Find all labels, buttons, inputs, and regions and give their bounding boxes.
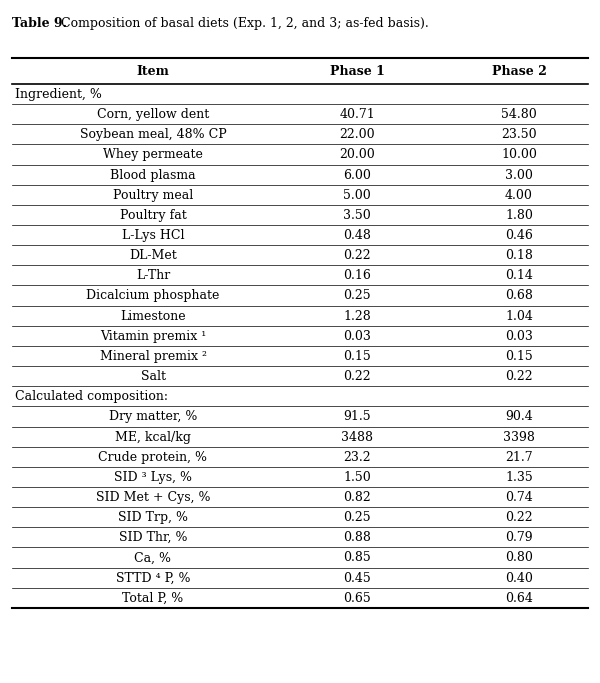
Text: 0.03: 0.03 (343, 330, 371, 343)
Text: 0.85: 0.85 (343, 551, 371, 564)
Text: Poultry fat: Poultry fat (119, 209, 187, 222)
Text: 1.35: 1.35 (505, 471, 533, 484)
Text: Poultry meal: Poultry meal (113, 189, 193, 201)
Text: SID Trp, %: SID Trp, % (118, 511, 188, 524)
Text: 3.50: 3.50 (343, 209, 371, 222)
Text: 0.25: 0.25 (343, 290, 371, 303)
Text: 0.48: 0.48 (343, 229, 371, 242)
Text: 1.04: 1.04 (505, 309, 533, 322)
Text: SID ³ Lys, %: SID ³ Lys, % (114, 471, 192, 484)
Text: 4.00: 4.00 (505, 189, 533, 201)
Text: 0.46: 0.46 (505, 229, 533, 242)
Text: 0.74: 0.74 (505, 491, 533, 504)
Text: 0.88: 0.88 (343, 531, 371, 544)
Text: 10.00: 10.00 (501, 148, 537, 161)
Text: 91.5: 91.5 (343, 410, 371, 423)
Text: Dry matter, %: Dry matter, % (109, 410, 197, 423)
Text: Blood plasma: Blood plasma (110, 169, 196, 182)
Text: 40.71: 40.71 (339, 108, 375, 121)
Text: 0.18: 0.18 (505, 249, 533, 262)
Text: Salt: Salt (140, 370, 166, 383)
Text: 5.00: 5.00 (343, 189, 371, 201)
Text: SID Thr, %: SID Thr, % (119, 531, 187, 544)
Text: L-Lys HCl: L-Lys HCl (122, 229, 184, 242)
Text: 0.82: 0.82 (343, 491, 371, 504)
Text: Vitamin premix ¹: Vitamin premix ¹ (100, 330, 206, 343)
Text: 54.80: 54.80 (501, 108, 537, 121)
Text: 6.00: 6.00 (343, 169, 371, 182)
Text: 0.15: 0.15 (343, 350, 371, 363)
Text: 90.4: 90.4 (505, 410, 533, 423)
Text: L-Thr: L-Thr (136, 269, 170, 282)
Text: Corn, yellow dent: Corn, yellow dent (97, 108, 209, 121)
Text: 0.25: 0.25 (343, 511, 371, 524)
Text: 21.7: 21.7 (505, 451, 533, 464)
Text: 3.00: 3.00 (505, 169, 533, 182)
Text: 0.16: 0.16 (343, 269, 371, 282)
Text: 0.22: 0.22 (505, 370, 533, 383)
Text: Phase 2: Phase 2 (491, 65, 547, 78)
Text: Crude protein, %: Crude protein, % (98, 451, 208, 464)
Text: 0.14: 0.14 (505, 269, 533, 282)
Text: 20.00: 20.00 (339, 148, 375, 161)
Text: 0.80: 0.80 (505, 551, 533, 564)
Text: 0.79: 0.79 (505, 531, 533, 544)
Text: ME, kcal/kg: ME, kcal/kg (115, 430, 191, 443)
Text: DL-Met: DL-Met (129, 249, 177, 262)
Text: 22.00: 22.00 (339, 128, 375, 141)
Text: 0.22: 0.22 (505, 511, 533, 524)
Text: Ingredient, %: Ingredient, % (15, 88, 102, 101)
Text: 23.50: 23.50 (501, 128, 537, 141)
Text: 0.40: 0.40 (505, 572, 533, 585)
Text: STTD ⁴ P, %: STTD ⁴ P, % (116, 572, 190, 585)
Text: 0.03: 0.03 (505, 330, 533, 343)
Text: Limestone: Limestone (120, 309, 186, 322)
Text: Calculated composition:: Calculated composition: (15, 390, 168, 403)
Text: Mineral premix ²: Mineral premix ² (100, 350, 206, 363)
Text: Dicalcium phosphate: Dicalcium phosphate (86, 290, 220, 303)
Text: 23.2: 23.2 (343, 451, 371, 464)
Text: Phase 1: Phase 1 (329, 65, 385, 78)
Text: 0.15: 0.15 (505, 350, 533, 363)
Text: 1.28: 1.28 (343, 309, 371, 322)
Text: Total P, %: Total P, % (122, 591, 184, 604)
Text: Whey permeate: Whey permeate (103, 148, 203, 161)
Text: 0.45: 0.45 (343, 572, 371, 585)
Text: 0.68: 0.68 (505, 290, 533, 303)
Text: Table 9.: Table 9. (12, 17, 67, 30)
Text: Composition of basal diets (Exp. 1, 2, and 3; as-fed basis).: Composition of basal diets (Exp. 1, 2, a… (57, 17, 429, 30)
Text: Item: Item (137, 65, 169, 78)
Text: 3398: 3398 (503, 430, 535, 443)
Text: 0.64: 0.64 (505, 591, 533, 604)
Text: SID Met + Cys, %: SID Met + Cys, % (96, 491, 210, 504)
Text: 3488: 3488 (341, 430, 373, 443)
Text: Soybean meal, 48% CP: Soybean meal, 48% CP (80, 128, 226, 141)
Text: Ca, %: Ca, % (134, 551, 172, 564)
Text: 0.65: 0.65 (343, 591, 371, 604)
Text: 1.50: 1.50 (343, 471, 371, 484)
Text: 1.80: 1.80 (505, 209, 533, 222)
Text: 0.22: 0.22 (343, 370, 371, 383)
Text: 0.22: 0.22 (343, 249, 371, 262)
